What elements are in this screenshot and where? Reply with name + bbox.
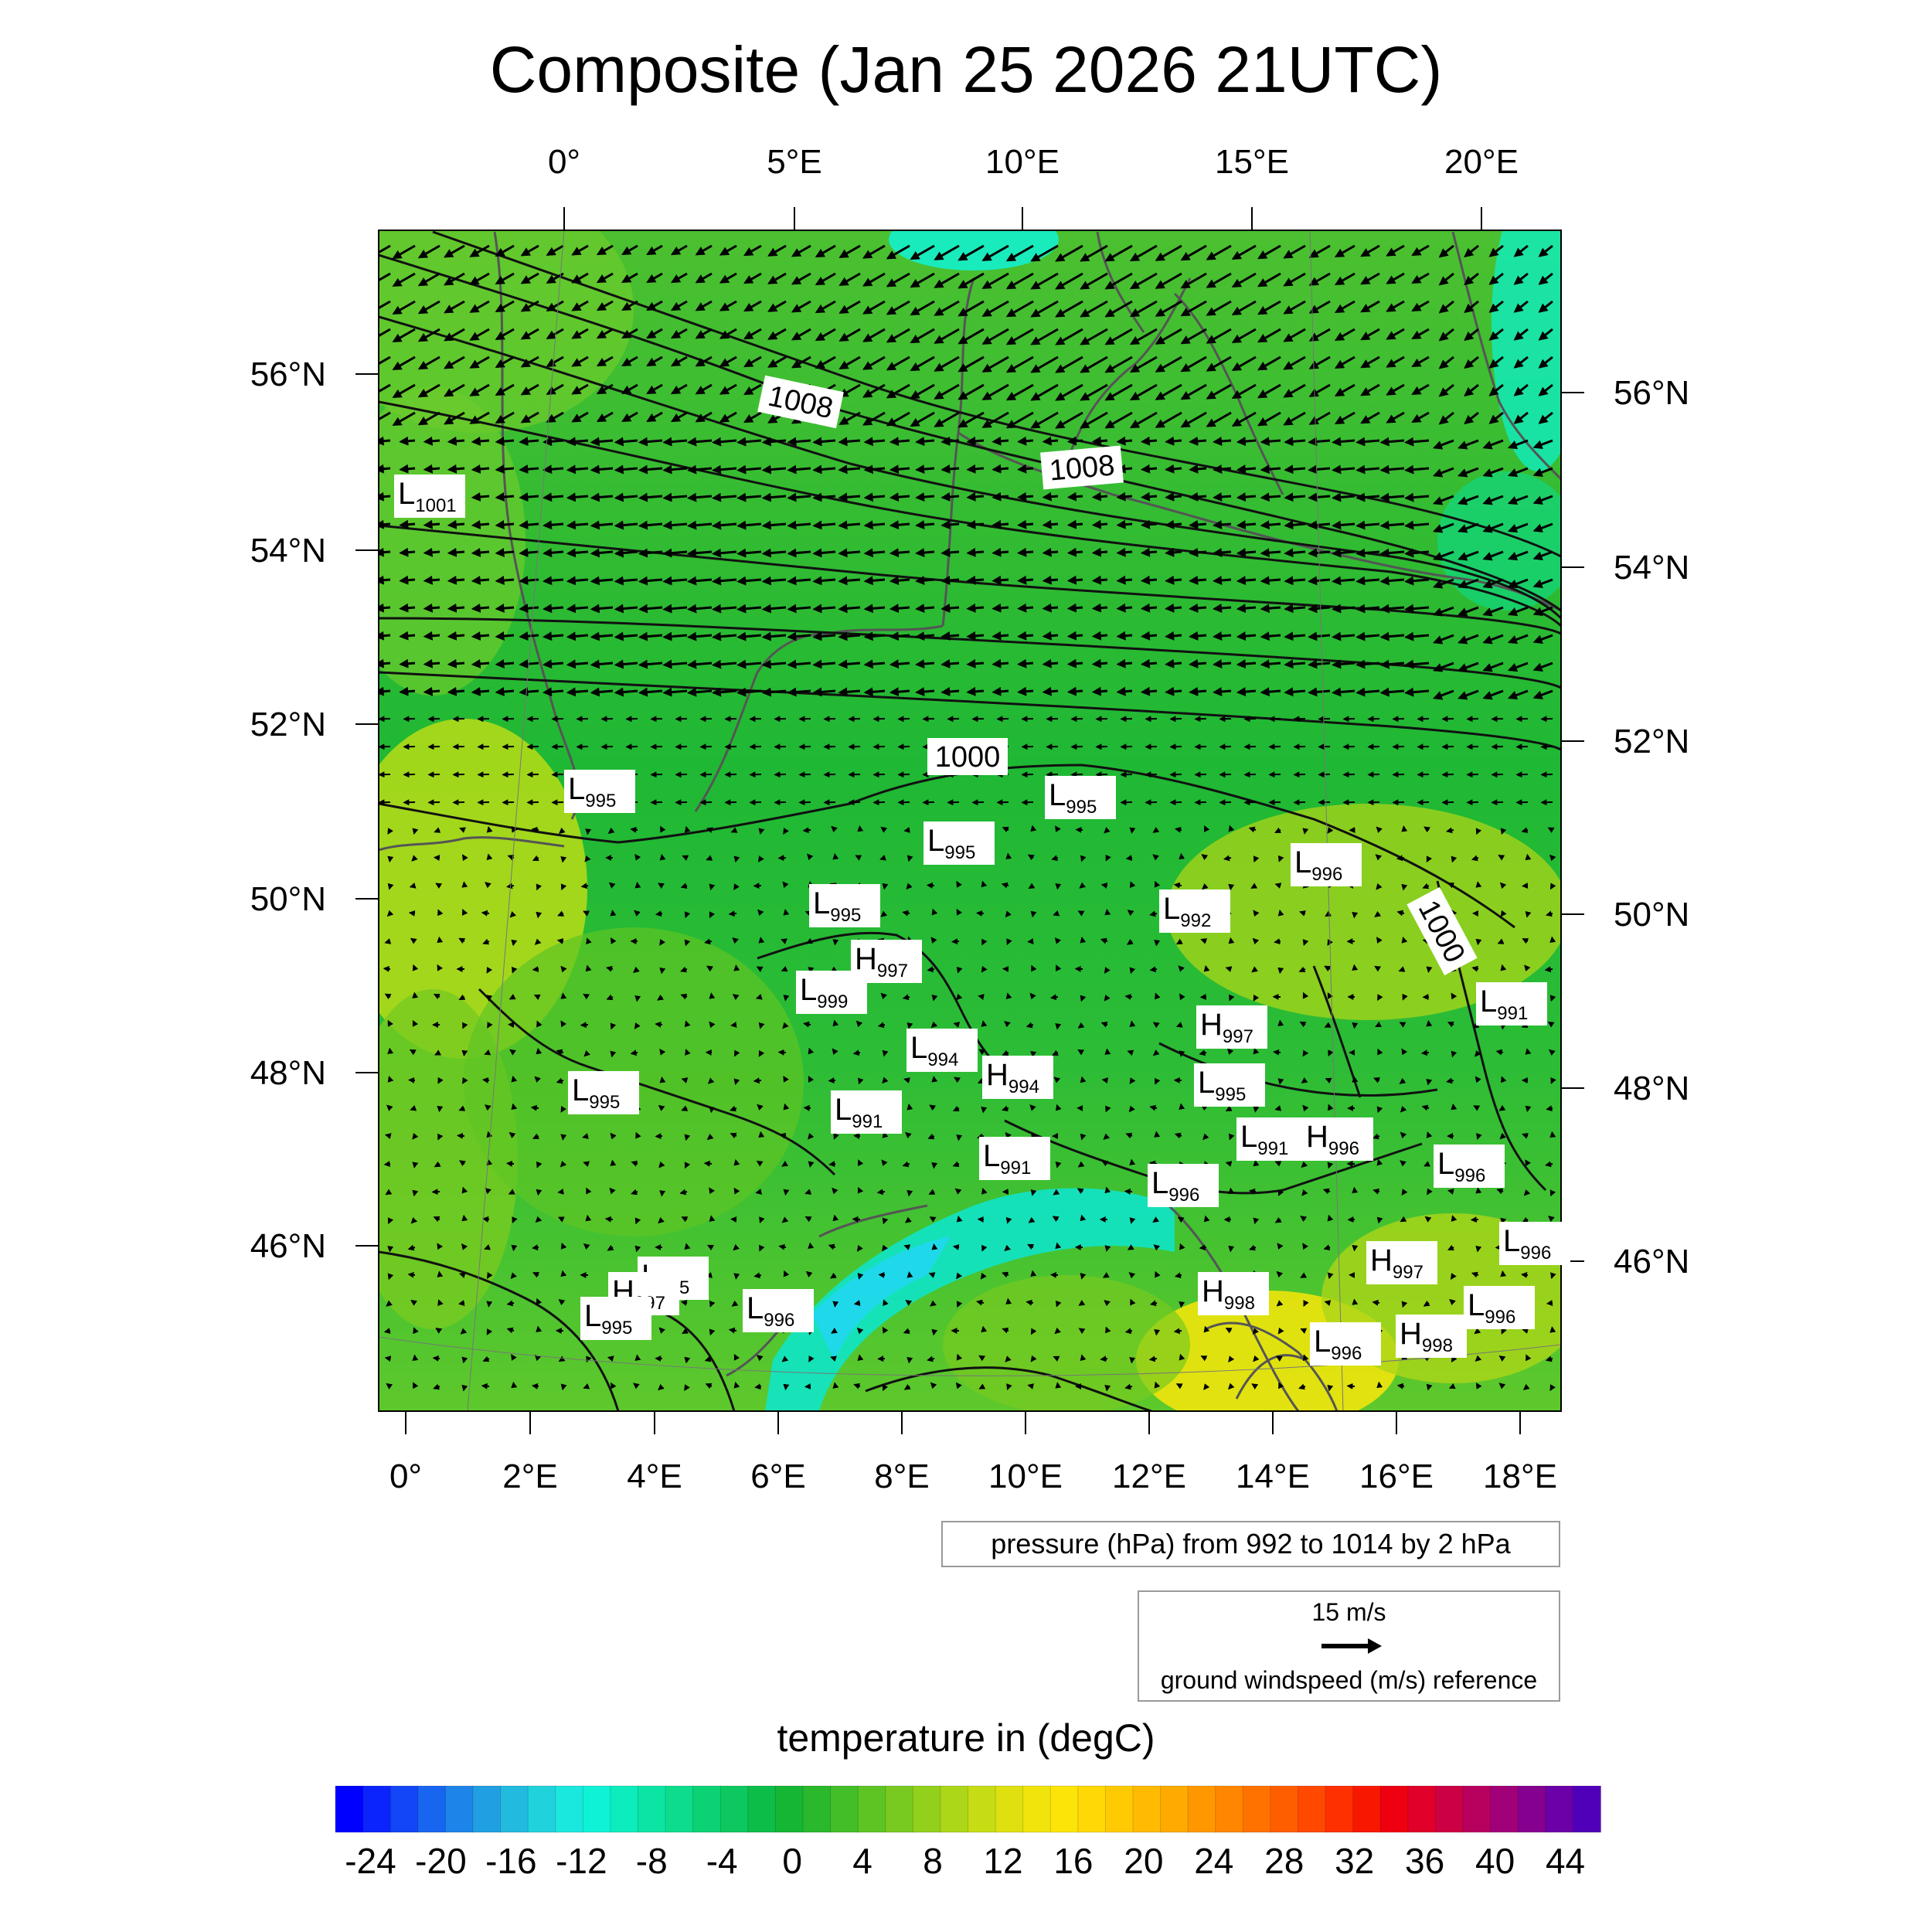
low-pressure-center: L991 bbox=[1476, 982, 1547, 1026]
low-pressure-center: L995 bbox=[580, 1297, 651, 1340]
left-axis-labels: 56°N 54°N 52°N 50°N 48°N 46°N bbox=[250, 355, 326, 1265]
temperature-field bbox=[379, 230, 1561, 1411]
left-lat-label: 46°N bbox=[250, 1227, 326, 1265]
right-axis-labels: 56°N 54°N 52°N 50°N 48°N 46°N bbox=[1614, 374, 1689, 1281]
low-pressure-center: L996 bbox=[1499, 1222, 1570, 1265]
high-pressure-center: H994 bbox=[982, 1056, 1053, 1099]
svg-text:1000: 1000 bbox=[935, 741, 1001, 774]
low-pressure-center: L1001 bbox=[394, 474, 465, 518]
top-lon-label: 20°E bbox=[1444, 143, 1519, 181]
high-pressure-center: H998 bbox=[1396, 1315, 1467, 1358]
low-pressure-center: L996 bbox=[1310, 1322, 1381, 1366]
bottom-lon-label: 14°E bbox=[1236, 1458, 1310, 1495]
bottom-lon-label: 2°E bbox=[502, 1458, 557, 1495]
low-pressure-center: L999 bbox=[796, 971, 867, 1014]
low-pressure-center: L996 bbox=[1464, 1286, 1535, 1329]
pressure-contour-note: pressure (hPa) from 992 to 1014 by 2 hPa bbox=[941, 1521, 1560, 1567]
wind-reference-caption: ground windspeed (m/s) reference bbox=[1160, 1666, 1538, 1694]
low-pressure-center: L996 bbox=[1291, 843, 1362, 886]
colorbar-title: temperature in (degC) bbox=[777, 1716, 1155, 1760]
right-axis bbox=[1561, 392, 1584, 1262]
top-lon-label: 10°E bbox=[985, 143, 1060, 181]
top-lon-label: 15°E bbox=[1215, 143, 1289, 181]
low-pressure-center: L991 bbox=[1236, 1117, 1308, 1161]
left-axis bbox=[355, 373, 379, 1247]
low-pressure-center: L996 bbox=[1434, 1145, 1505, 1188]
right-lat-label: 56°N bbox=[1614, 374, 1689, 412]
bottom-axis bbox=[405, 1411, 1521, 1434]
bottom-lon-label: 4°E bbox=[627, 1458, 682, 1495]
isobar-label-group: 1008 1008 1000 1000 bbox=[757, 375, 1478, 976]
right-lat-label: 50°N bbox=[1614, 896, 1689, 934]
left-lat-label: 56°N bbox=[250, 355, 326, 393]
bottom-lon-label: 8°E bbox=[874, 1458, 929, 1495]
bottom-lon-label: 12°E bbox=[1112, 1458, 1186, 1495]
bottom-lon-label: 10°E bbox=[988, 1458, 1063, 1495]
plot-frame bbox=[378, 230, 1562, 1412]
low-pressure-center: L991 bbox=[979, 1137, 1050, 1180]
top-lon-label: 0° bbox=[548, 143, 580, 181]
low-pressure-center: L995 bbox=[809, 884, 880, 927]
wind-reference-arrow bbox=[1321, 1638, 1382, 1654]
low-pressure-center: L992 bbox=[1159, 889, 1230, 933]
isobar-label: 1008 bbox=[1040, 445, 1124, 490]
left-lat-label: 48°N bbox=[250, 1054, 326, 1092]
svg-text:1008: 1008 bbox=[1048, 449, 1116, 487]
top-axis-labels: 0° 5°E 10°E 15°E 20°E bbox=[548, 143, 1519, 181]
left-lat-label: 50°N bbox=[250, 880, 326, 918]
left-lat-label: 54°N bbox=[250, 532, 326, 570]
left-lat-label: 52°N bbox=[250, 706, 326, 743]
map-title: Composite (Jan 25 2026 21UTC) bbox=[489, 33, 1443, 106]
right-lat-label: 54°N bbox=[1614, 549, 1689, 587]
bottom-lon-label: 18°E bbox=[1483, 1458, 1557, 1495]
wind-vectors bbox=[379, 244, 1556, 1392]
pressure-centers: L1001 L995 L995 L996 L995 L992 L995 H997 L999 L99… bbox=[394, 474, 1570, 1366]
low-pressure-center: L996 bbox=[743, 1289, 814, 1332]
right-lat-label: 48°N bbox=[1614, 1070, 1689, 1107]
high-pressure-center: H997 bbox=[1196, 1005, 1267, 1049]
wind-reference-speed: 15 m/s bbox=[1311, 1598, 1386, 1626]
high-pressure-center: H996 bbox=[1302, 1117, 1373, 1161]
top-lon-label: 5°E bbox=[767, 143, 821, 181]
bottom-lon-label: 0° bbox=[389, 1458, 422, 1495]
low-pressure-center: L995 bbox=[1045, 776, 1116, 819]
low-pressure-center: L994 bbox=[906, 1029, 978, 1072]
low-pressure-center: L995 bbox=[923, 821, 995, 865]
high-pressure-center: H998 bbox=[1198, 1272, 1269, 1315]
top-axis bbox=[563, 207, 1482, 230]
low-pressure-center: L996 bbox=[1148, 1164, 1219, 1207]
bottom-lon-label: 16°E bbox=[1359, 1458, 1434, 1495]
low-pressure-center: L995 bbox=[1194, 1063, 1265, 1107]
right-lat-label: 52°N bbox=[1614, 723, 1689, 760]
wind-reference-box: 15 m/s ground windspeed (m/s) reference bbox=[1138, 1590, 1560, 1702]
bottom-lon-label: 6°E bbox=[750, 1458, 805, 1495]
isobar-label: 1000 bbox=[927, 738, 1008, 775]
low-pressure-center: L995 bbox=[568, 1071, 639, 1114]
right-lat-label: 46°N bbox=[1614, 1243, 1689, 1281]
high-pressure-center: H997 bbox=[1366, 1241, 1437, 1284]
low-pressure-center: L995 bbox=[564, 770, 635, 813]
bottom-axis-labels: 0° 2°E 4°E 6°E 8°E 10°E 12°E 14°E 16°E 1… bbox=[389, 1458, 1557, 1495]
low-pressure-center: L991 bbox=[831, 1090, 902, 1134]
